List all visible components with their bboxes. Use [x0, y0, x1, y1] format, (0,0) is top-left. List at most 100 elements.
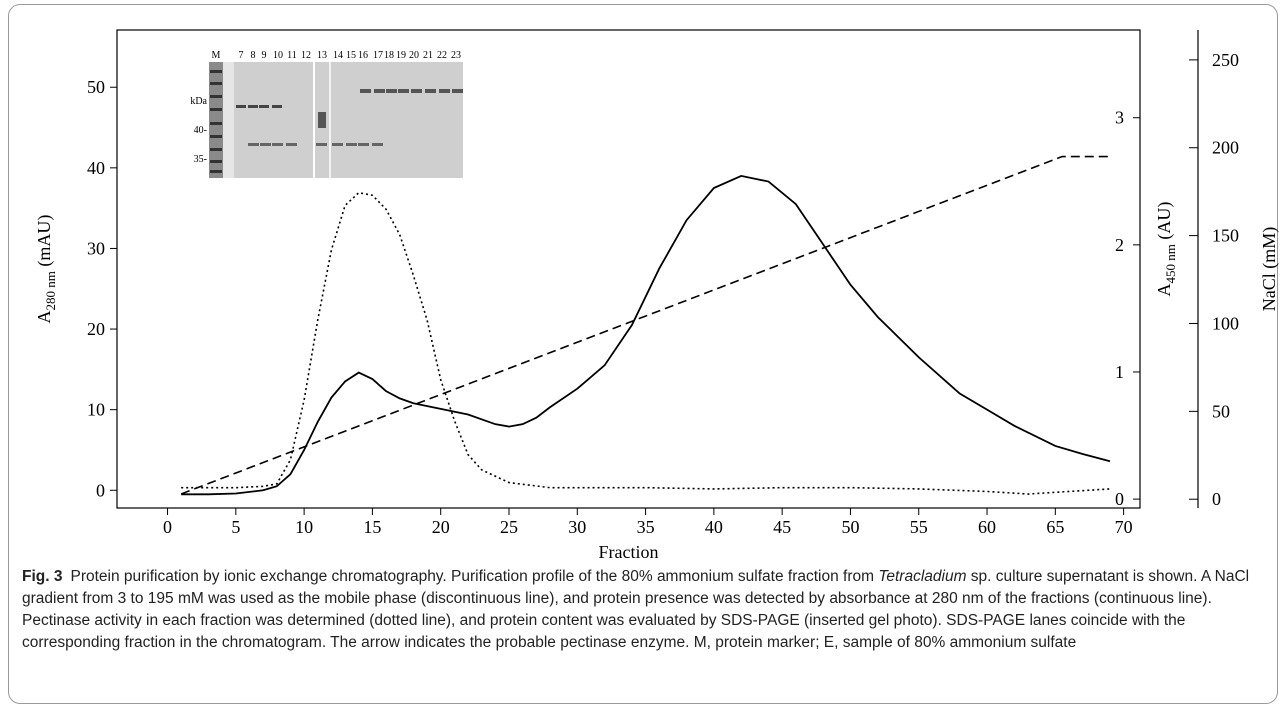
gel-band: [248, 143, 259, 146]
gel-lane-label: 17: [373, 50, 383, 61]
caption-text: Protein purification by ionic exchange c…: [22, 568, 1249, 651]
gel-band: [318, 112, 326, 128]
gel-lane-label: 22: [437, 50, 447, 61]
caption-part: Tetracladium: [878, 568, 967, 585]
x-tick-label: 50: [841, 517, 859, 537]
y-axis-label: A280 nm (mAU): [34, 215, 58, 324]
caption-part: Protein purification by ionic exchange c…: [70, 568, 879, 585]
gel-lane-label: 11: [287, 50, 297, 61]
gel-band: [346, 143, 357, 146]
plot-frame: [116, 29, 1141, 509]
gel-lane-label: 23: [451, 50, 461, 61]
gel-band: [210, 135, 222, 138]
figure-frame: [8, 4, 1278, 704]
gel-marker-label: 35-: [194, 154, 207, 165]
gel-band: [210, 108, 222, 111]
gel-lane-label: 20: [409, 50, 419, 61]
x-tick-label: 0: [163, 517, 172, 537]
gel-band: [248, 105, 258, 108]
gel-band: [236, 105, 246, 108]
series-line: [180, 155, 1110, 495]
gel-band: [360, 89, 371, 93]
gel-lane-label: 16: [358, 50, 368, 61]
y3-axis-label: NaCl (mM): [1259, 227, 1280, 312]
gel-band: [210, 122, 222, 125]
x-tick-label: 30: [568, 517, 586, 537]
gel-marker-label: kDa: [190, 96, 207, 107]
series-line: [181, 191, 1110, 495]
gel-band: [260, 143, 271, 146]
gel-band: [398, 89, 409, 93]
x-tick-label: 10: [295, 517, 313, 537]
gel-band: [452, 89, 463, 93]
gel-band: [386, 89, 397, 93]
y2-tick-label: 3: [1115, 108, 1124, 128]
gel-marker-label: 40-: [194, 125, 207, 136]
y-tick-label: 50: [87, 77, 105, 97]
x-axis-label: Fraction: [599, 542, 659, 560]
y2-tick-label: 2: [1115, 235, 1124, 255]
gel-band: [210, 170, 222, 173]
x-tick-label: 60: [978, 517, 996, 537]
gel-lane-label: 13: [317, 50, 327, 61]
gel-lane-label: 9: [262, 50, 267, 61]
gel-band: [272, 105, 282, 108]
gel-lane-label: 15: [346, 50, 356, 61]
gel-band: [210, 160, 222, 163]
caption-part: sp. culture supernatant is shown. A NaCl…: [22, 568, 1250, 651]
gel-band: [425, 89, 436, 93]
gel-band: [210, 82, 222, 85]
x-tick-label: 25: [500, 517, 518, 537]
chart: M 7 8 9 10 11 12 13 14 15 16 17 18 19 20 21 22 23kDa40-35…: [34, 29, 1280, 560]
gel-band: [272, 143, 283, 146]
gel-lane-label: 12: [301, 50, 311, 61]
y3-tick-label: 150: [1212, 226, 1239, 246]
y3-tick-label: 100: [1212, 313, 1239, 333]
y3-tick-label: 50: [1212, 401, 1230, 421]
gel-band: [358, 143, 369, 146]
y2-axis-label-unit: (AU): [1154, 202, 1175, 245]
x-tick-label: 40: [705, 517, 723, 537]
gel-lane-label: 21: [423, 50, 433, 61]
y-tick-label: 20: [87, 319, 105, 339]
y2-axis-label: A450 nm (AU): [1154, 202, 1178, 297]
y3-tick-label: 200: [1212, 138, 1239, 158]
gel-band: [210, 70, 222, 73]
gel-lane-label: 10: [273, 50, 283, 61]
y-tick-label: 40: [87, 158, 105, 178]
gel-inset: M 7 8 9 10 11 12 13 14 15 16 17 18 19 20 21 22 23 kDa 40- 35…: [190, 50, 463, 178]
x-tick-label: 70: [1115, 517, 1133, 537]
y-axis-label-main: A: [34, 310, 54, 323]
x-tick-label: 55: [910, 517, 928, 537]
series-line: [181, 174, 1111, 496]
gel-band: [259, 105, 269, 108]
gel-lane-label: 8: [251, 50, 256, 61]
gel-band: [210, 95, 222, 98]
caption-label: Fig. 3: [22, 568, 63, 585]
y-tick-label: 10: [87, 400, 105, 420]
gel-band: [374, 89, 385, 93]
gel-lane-label: 7: [239, 50, 244, 61]
y-tick-label: 0: [96, 480, 105, 500]
gel-band: [286, 143, 297, 146]
y-axis-label-unit: (mAU): [34, 215, 55, 272]
gel-lane-label: 19: [396, 50, 406, 61]
gel-band: [411, 89, 422, 93]
gel-lane-label: M: [212, 50, 221, 61]
gel-strip: [223, 62, 234, 178]
x-tick-label: 15: [363, 517, 381, 537]
gel-band: [439, 89, 450, 93]
x-tick-label: 20: [432, 517, 450, 537]
gel-band: [316, 143, 327, 146]
y-tick-label: 30: [87, 238, 105, 258]
y2-tick-label: 1: [1115, 362, 1124, 382]
x-tick-label: 45: [773, 517, 791, 537]
x-tick-label: 5: [231, 517, 240, 537]
x-tick-label: 65: [1046, 517, 1064, 537]
y2-tick-label: 0: [1115, 489, 1124, 509]
gel-lane-label: 18: [384, 50, 394, 61]
y3-tick-label: 250: [1212, 50, 1239, 70]
gel-band: [372, 143, 383, 146]
gel-body: [234, 62, 463, 178]
